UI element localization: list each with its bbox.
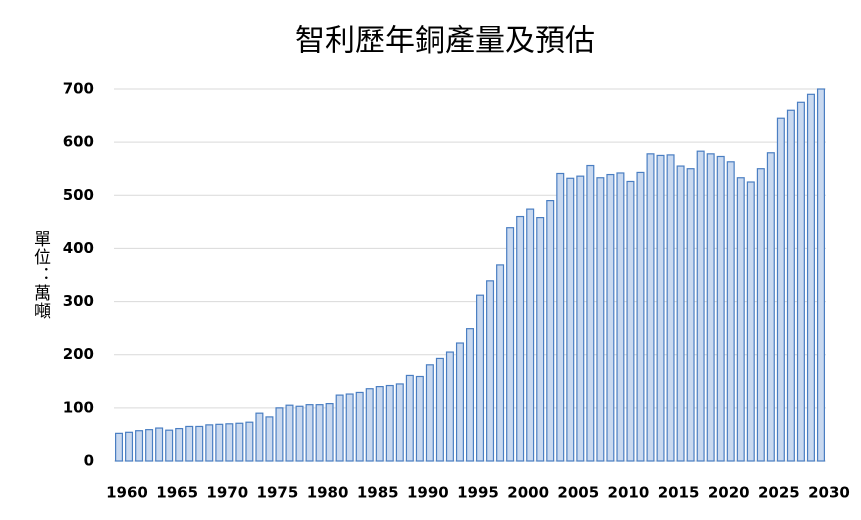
x-tick-label: 2010 — [608, 484, 650, 502]
bar — [756, 168, 765, 462]
bar — [265, 416, 274, 462]
bar — [195, 425, 204, 462]
bar — [175, 427, 184, 462]
bar — [135, 430, 144, 462]
bar — [476, 294, 485, 462]
chart-title: 智利歷年銅產量及預估 — [295, 24, 595, 59]
bar — [185, 425, 194, 462]
bar — [766, 152, 775, 462]
bar — [726, 161, 735, 462]
bar — [496, 264, 505, 462]
x-tick-label: 2020 — [708, 484, 750, 502]
bar — [546, 200, 555, 462]
x-tick-label: 1995 — [457, 484, 499, 502]
bar — [586, 164, 595, 462]
bar — [315, 404, 324, 462]
bar — [235, 422, 244, 462]
bar — [245, 421, 254, 462]
x-tick-label: 2030 — [808, 484, 850, 502]
bar — [666, 154, 675, 462]
x-tick-label: 2025 — [758, 484, 800, 502]
bar — [556, 172, 565, 462]
x-tick-label: 2005 — [557, 484, 599, 502]
bar — [626, 180, 635, 462]
bar — [806, 93, 815, 462]
bar — [205, 424, 214, 462]
bar — [776, 117, 785, 462]
bar — [656, 154, 665, 462]
y-tick-label: 700 — [63, 80, 94, 98]
bar — [455, 342, 464, 462]
y-tick-label: 200 — [63, 345, 94, 363]
x-tick-label: 2000 — [507, 484, 549, 502]
bar — [385, 384, 394, 462]
bar — [165, 429, 174, 462]
x-tick-label: 1965 — [156, 484, 198, 502]
bar — [435, 357, 444, 462]
bar — [486, 280, 495, 462]
bar — [345, 393, 354, 462]
x-tick-label: 1975 — [257, 484, 299, 502]
bar — [425, 364, 434, 462]
bar — [155, 427, 164, 462]
y-tick-label: 400 — [63, 239, 94, 257]
bar — [375, 386, 384, 462]
bar — [465, 328, 475, 462]
bar — [786, 109, 795, 462]
y-tick-label: 0 — [84, 452, 94, 470]
bar — [736, 177, 745, 462]
bar — [305, 404, 314, 462]
bar — [526, 208, 535, 462]
bar — [355, 391, 364, 462]
bar — [145, 429, 154, 462]
bar — [125, 431, 134, 462]
bar — [445, 351, 454, 462]
bar — [616, 172, 625, 462]
bar — [746, 181, 755, 462]
y-axis-label: 單位：萬噸 — [30, 230, 51, 320]
y-tick-label: 100 — [63, 398, 94, 416]
bar — [716, 155, 725, 462]
bar — [816, 88, 825, 462]
x-tick-label: 1970 — [206, 484, 248, 502]
bar — [285, 404, 294, 462]
y-tick-label: 500 — [63, 186, 94, 204]
bar — [225, 423, 234, 462]
bar — [405, 374, 414, 462]
bar — [646, 153, 655, 462]
x-tick-label: 1990 — [407, 484, 449, 502]
bar — [365, 388, 374, 462]
bar — [596, 177, 605, 462]
bar — [275, 407, 284, 462]
bar — [676, 165, 685, 462]
bar — [606, 173, 615, 462]
y-tick-label: 600 — [63, 133, 94, 151]
bar — [335, 394, 344, 462]
x-tick-label: 1985 — [357, 484, 399, 502]
bar — [415, 375, 424, 462]
bar — [696, 150, 705, 462]
bar — [506, 227, 515, 462]
bar — [115, 432, 124, 462]
x-tick-label: 2015 — [658, 484, 700, 502]
bar — [636, 171, 645, 462]
y-tick-label: 300 — [63, 292, 94, 310]
bar — [796, 101, 805, 462]
bar — [576, 175, 585, 462]
bar — [686, 168, 695, 462]
bar — [295, 405, 304, 462]
x-tick-label: 1960 — [106, 484, 148, 502]
bar — [215, 423, 224, 462]
bar — [516, 215, 525, 462]
bar — [395, 383, 404, 462]
bar — [706, 153, 715, 462]
bar — [255, 412, 264, 462]
bar — [325, 403, 334, 462]
bar — [536, 217, 545, 462]
x-tick-label: 1980 — [307, 484, 349, 502]
bar — [566, 177, 575, 462]
